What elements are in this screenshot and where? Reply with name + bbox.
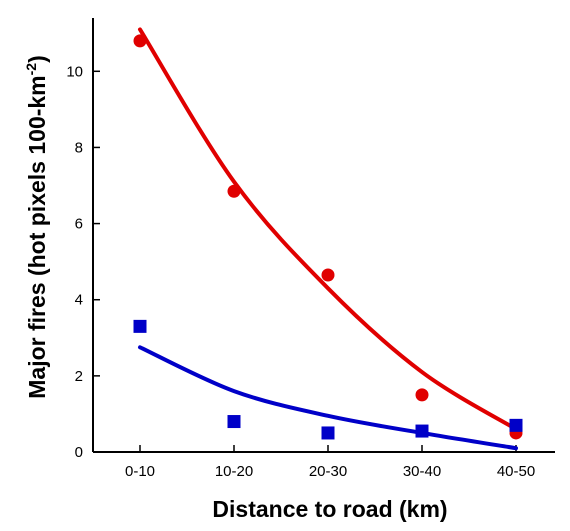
y-tick-label: 8 <box>75 139 83 156</box>
data-point-square <box>227 415 241 429</box>
y-tick-label: 4 <box>75 292 83 309</box>
data-point-circle <box>415 388 429 402</box>
fit-curve-2 <box>138 345 518 451</box>
y-tick-label: 6 <box>75 216 83 233</box>
data-point-circle <box>321 268 335 282</box>
y-axis-title-main: Major fires (hot pixels 100-km <box>24 75 50 398</box>
fit-curves <box>138 27 518 451</box>
x-tick-label: 30-40 <box>403 463 441 480</box>
y-axis-title: Major fires (hot pixels 100-km-2) <box>23 55 50 399</box>
y-tick-label: 2 <box>75 368 83 385</box>
data-point-circle <box>227 184 241 198</box>
data-point-square <box>321 426 335 440</box>
data-points <box>133 34 523 440</box>
data-point-circle <box>133 34 147 48</box>
x-tick-label: 10-20 <box>215 463 253 480</box>
x-tick-label: 20-30 <box>309 463 347 480</box>
y-tick-label: 10 <box>66 63 83 80</box>
x-tick-label: 0-10 <box>125 463 155 480</box>
data-point-square <box>133 319 147 333</box>
data-point-square <box>415 424 429 438</box>
ticks: 0 2 4 6 8 10 0-10 10-20 20-30 30-40 40-50 <box>66 63 535 480</box>
fit-curve-1 <box>138 27 518 432</box>
y-tick-label: 0 <box>75 444 83 461</box>
axes <box>92 18 555 453</box>
y-axis-title-superscript: -2 <box>23 63 39 76</box>
x-axis-title: Distance to road (km) <box>212 496 447 522</box>
x-tick-label: 40-50 <box>497 463 535 480</box>
data-point-square <box>509 418 523 432</box>
y-axis-title-close: ) <box>24 55 50 63</box>
